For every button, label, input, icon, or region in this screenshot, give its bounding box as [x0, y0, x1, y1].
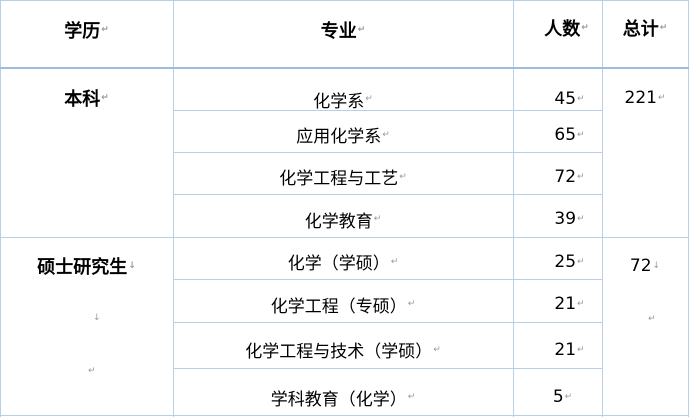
count-cell: 21 ↵ [554, 294, 585, 314]
count-cell: 65 ↵ [554, 124, 585, 145]
row-divider [173, 110, 602, 111]
header-total: 总计 ↵ [602, 10, 688, 46]
major-label: 化学（学硕） [287, 254, 390, 274]
row-divider [173, 368, 602, 369]
major-label: 应用化学系 [296, 127, 382, 147]
major-label: 化学系 [313, 91, 365, 112]
major-cell: 应用化学系 ↵ [173, 111, 513, 152]
header-major: 专业 ↵ [173, 12, 513, 48]
degree-label: 硕士研究生 [37, 257, 128, 278]
count-value: 45 [554, 89, 577, 109]
total-value: 72 [629, 256, 652, 276]
major-cell: 学科教育（化学） ↵ [173, 369, 513, 415]
count-cell: 5 ↵ [552, 387, 573, 407]
count-value: 5 [552, 387, 564, 407]
degree-label: 本科 [64, 89, 101, 110]
major-cell: 化学教育 ↵ [173, 195, 513, 237]
count-value: 39 [554, 209, 577, 229]
total-cell: 72 ↓ [629, 256, 661, 276]
count-cell: 25 ↵ [554, 251, 585, 272]
count-value: 21 [554, 339, 577, 360]
table-border [0, 0, 1, 417]
major-cell: 化学工程与工艺 ↵ [173, 153, 513, 194]
total-value: 221 [624, 88, 657, 108]
major-cell: 化学工程与技术（学硕） ↵ [173, 323, 513, 368]
count-cell: 21 ↵ [554, 339, 585, 360]
major-label: 化学工程与工艺 [279, 169, 399, 189]
degree-cell: 硕士研究生 ↓ [0, 248, 173, 284]
count-value: 21 [554, 294, 577, 314]
degree-cell: 本科 ↵ [0, 80, 173, 116]
count-cell: 39 ↵ [554, 209, 585, 229]
row-divider [173, 322, 602, 323]
header-label: 专业 [320, 21, 357, 42]
header-label: 学历 [64, 21, 101, 42]
row-divider [173, 152, 602, 153]
count-cell: 45 ↵ [554, 89, 585, 109]
header-count: 人数 ↵ [513, 10, 602, 46]
group-divider [0, 237, 689, 238]
major-label: 化学工程与技术（学硕） [245, 342, 433, 362]
major-label: 化学教育 [304, 211, 373, 232]
count-value: 72 [554, 166, 577, 187]
major-cell: 化学系 ↵ [173, 69, 513, 121]
total-cell: 221 ↵ [624, 88, 666, 108]
count-cell: 72 ↵ [554, 166, 585, 187]
major-label: 学科教育（化学） [270, 389, 407, 410]
column-divider [602, 0, 603, 417]
major-label: 化学工程（专硕） [270, 296, 407, 317]
count-value: 65 [554, 124, 577, 145]
row-divider [173, 194, 602, 195]
major-cell: 化学（学硕） ↵ [173, 238, 513, 279]
header-degree: 学历 ↵ [0, 12, 173, 48]
table-border [0, 0, 689, 1]
column-divider [513, 0, 514, 417]
count-value: 25 [554, 251, 577, 272]
column-divider [173, 0, 174, 417]
header-rule [0, 67, 689, 69]
table-border [0, 415, 689, 416]
table-border [688, 0, 689, 417]
header-label: 人数 [544, 19, 581, 40]
header-label: 总计 [622, 19, 659, 40]
major-cell: 化学工程（专硕） ↵ [173, 280, 513, 322]
row-divider [173, 279, 602, 280]
